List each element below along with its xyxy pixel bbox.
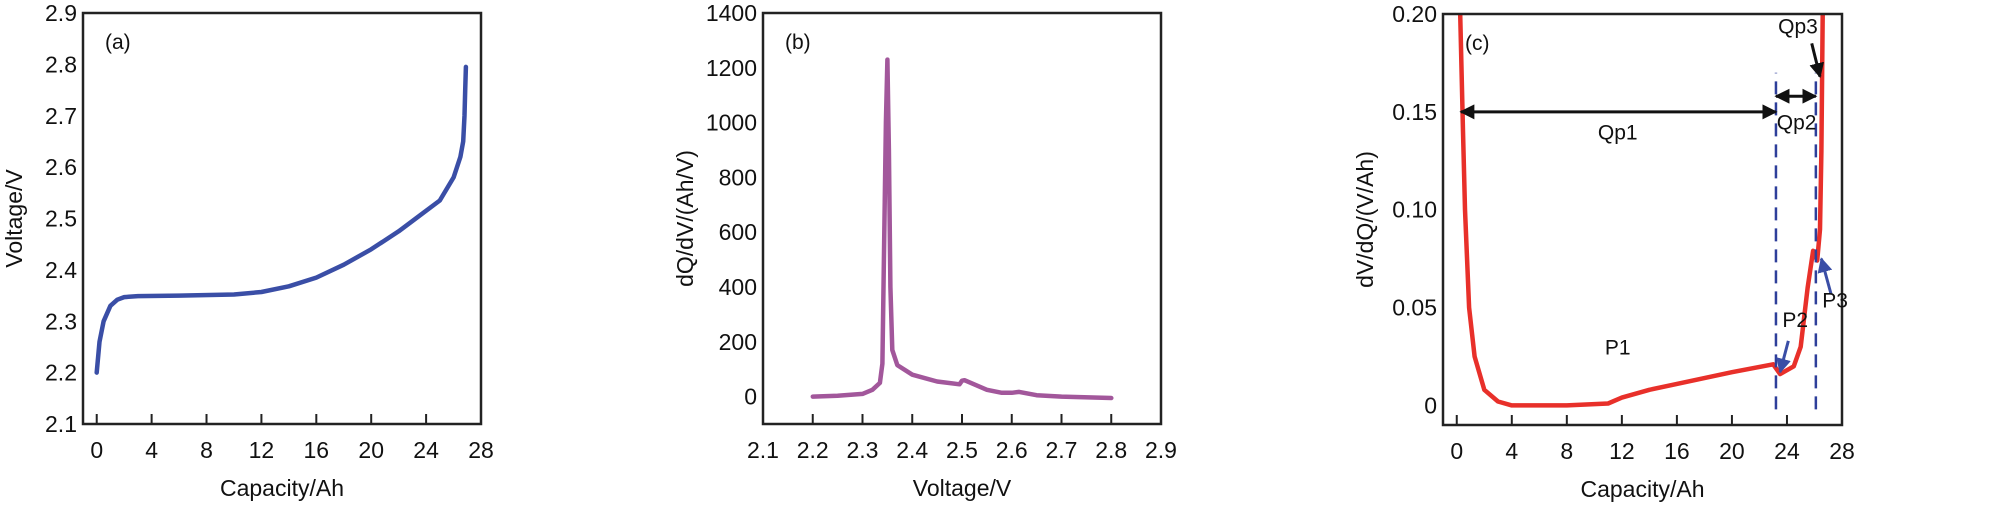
y-tick-label: 800 bbox=[719, 164, 757, 190]
x-tick-label: 2.7 bbox=[1046, 437, 1078, 463]
y-tick-label: 1400 bbox=[706, 0, 757, 26]
y-tick-label: 600 bbox=[719, 219, 757, 245]
series-line-0 bbox=[1457, 14, 1825, 408]
panel-a: 0 4 8 12 16 20 24 28 2.1 2.2 2.3 2.4 2.5 2.6 2.7 2.8 2.9… bbox=[1, 0, 494, 501]
annotation-qp1: Qp1 bbox=[1598, 121, 1638, 144]
x-tick-label: 2.8 bbox=[1095, 437, 1127, 463]
panel-c: 0 4 8 12 16 20 24 28 0 0.05 0.10 0.15 0.20 Capacity/A… bbox=[1352, 1, 1855, 502]
plot-frame bbox=[1441, 12, 1844, 427]
p3-arrow bbox=[1817, 257, 1833, 295]
x-tick-label: 24 bbox=[413, 437, 439, 463]
x-axis-label: Capacity/Ah bbox=[220, 475, 344, 501]
x-axis-label: Voltage/V bbox=[913, 475, 1012, 501]
plot-frame bbox=[81, 11, 483, 426]
y-tick-label: 2.9 bbox=[45, 0, 77, 26]
series-line-0 bbox=[810, 57, 1114, 401]
y-tick-label: 2.1 bbox=[45, 411, 77, 437]
panel-label: (b) bbox=[785, 31, 811, 54]
qp3-arrow bbox=[1809, 42, 1825, 79]
y-axis-label: dV/dQ/(V/Ah) bbox=[1352, 151, 1378, 288]
x-tick-label: 16 bbox=[304, 437, 330, 463]
x-tick-label: 8 bbox=[1560, 438, 1573, 464]
y-tick-label: 0.15 bbox=[1392, 99, 1437, 125]
x-tick-label: 8 bbox=[200, 437, 213, 463]
series-line-0 bbox=[94, 64, 469, 375]
panel-label: (a) bbox=[105, 31, 131, 54]
y-tick-label: 0 bbox=[744, 384, 757, 410]
y-tick-label: 1000 bbox=[706, 110, 757, 136]
x-tick-label: 24 bbox=[1774, 438, 1800, 464]
y-tick-label: 1200 bbox=[706, 55, 757, 81]
x-tick-label: 2.1 bbox=[747, 437, 779, 463]
x-tick-label: 2.3 bbox=[847, 437, 879, 463]
y-tick-label: 2.3 bbox=[45, 308, 77, 334]
y-tick-label: 400 bbox=[719, 274, 757, 300]
y-tick-label: 2.8 bbox=[45, 51, 77, 77]
p2-arrow bbox=[1776, 340, 1791, 374]
x-tick-label: 2.4 bbox=[896, 437, 928, 463]
x-tick-label: 2.6 bbox=[996, 437, 1028, 463]
panel-b: 2.1 2.2 2.3 2.4 2.5 2.6 2.7 2.8 2.9 0 200 400 600 800… bbox=[672, 0, 1177, 501]
annotation-qp3: Qp3 bbox=[1778, 16, 1818, 39]
x-tick-label: 28 bbox=[1829, 438, 1855, 464]
annotation-qp2: Qp2 bbox=[1777, 111, 1817, 134]
y-tick-label: 200 bbox=[719, 329, 757, 355]
y-axis-label: dQ/dV/(Ah/V) bbox=[672, 150, 698, 287]
y-tick-label: 2.6 bbox=[45, 154, 77, 180]
x-tick-label: 12 bbox=[1609, 438, 1635, 464]
x-tick-label: 20 bbox=[358, 437, 384, 463]
x-tick-label: 2.5 bbox=[946, 437, 978, 463]
x-tick-label: 4 bbox=[145, 437, 158, 463]
x-tick-label: 16 bbox=[1664, 438, 1690, 464]
x-tick-label: 2.9 bbox=[1145, 437, 1177, 463]
y-tick-label: 2.7 bbox=[45, 103, 77, 129]
x-tick-label: 4 bbox=[1505, 438, 1518, 464]
x-tick-label: 0 bbox=[90, 437, 103, 463]
y-tick-label: 0.05 bbox=[1392, 295, 1437, 321]
y-tick-label: 2.5 bbox=[45, 206, 77, 232]
annotation-p3: P3 bbox=[1822, 290, 1848, 313]
x-axis-label: Capacity/Ah bbox=[1580, 476, 1704, 502]
annotation-p2: P2 bbox=[1782, 309, 1808, 332]
y-tick-label: 0.10 bbox=[1392, 197, 1437, 223]
annotation-p1: P1 bbox=[1605, 337, 1631, 360]
y-tick-label: 2.2 bbox=[45, 360, 77, 386]
y-axis-label: Voltage/V bbox=[1, 169, 27, 268]
x-tick-label: 28 bbox=[468, 437, 494, 463]
panel-label: (c) bbox=[1465, 32, 1490, 55]
y-tick-label: 2.4 bbox=[45, 257, 77, 283]
x-tick-label: 20 bbox=[1719, 438, 1745, 464]
plot-frame bbox=[761, 11, 1163, 426]
y-tick-label: 0 bbox=[1424, 392, 1437, 418]
x-tick-label: 12 bbox=[249, 437, 275, 463]
y-tick-label: 0.20 bbox=[1392, 1, 1437, 27]
x-tick-label: 0 bbox=[1450, 438, 1463, 464]
x-tick-label: 2.2 bbox=[797, 437, 829, 463]
